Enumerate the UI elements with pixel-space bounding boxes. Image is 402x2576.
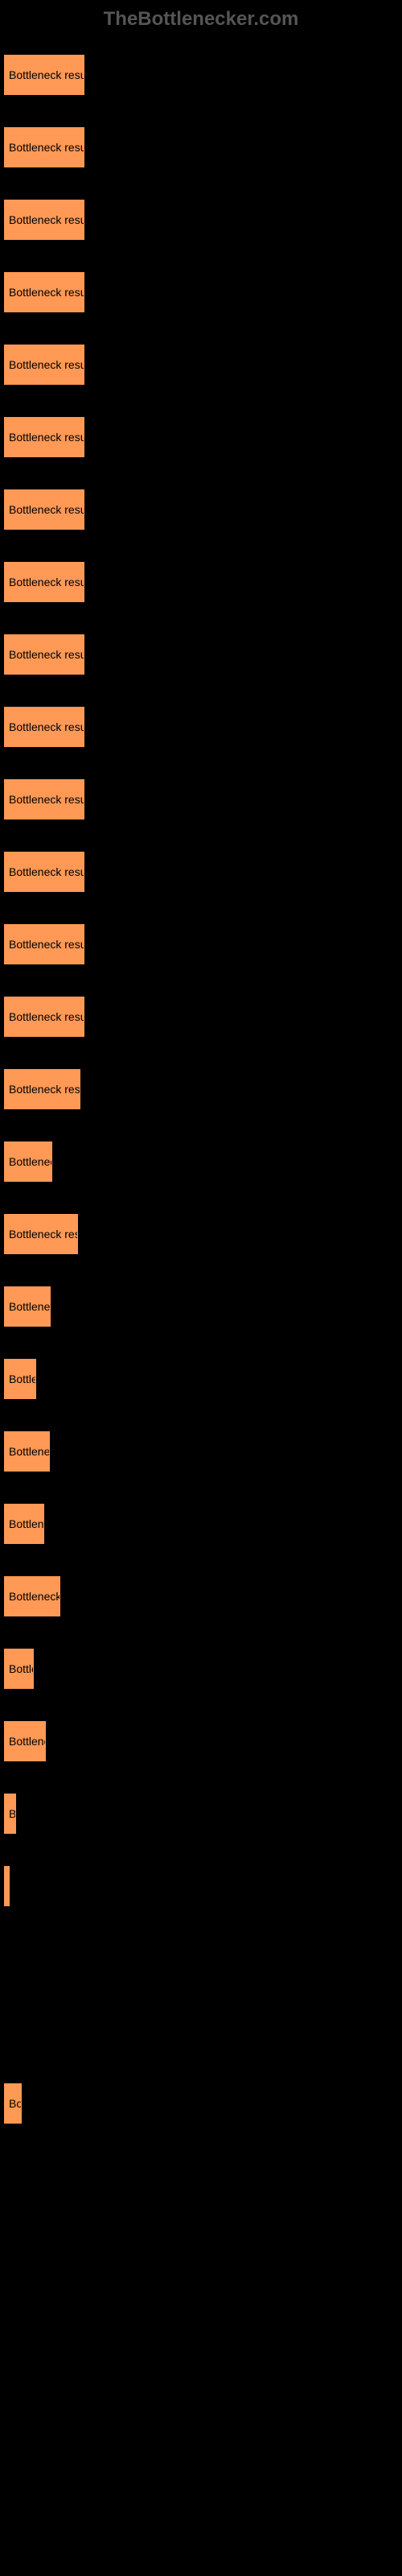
bar-label: Bottleneck result xyxy=(9,358,84,371)
bar-label: Bottleneck result xyxy=(9,431,84,444)
bar-chart: Bottleneck result Bottleneck result Bottle… xyxy=(0,39,402,2486)
bar-label: Bo xyxy=(9,1807,16,1820)
bar-row xyxy=(4,2429,398,2486)
bar-label: Bottleneck result xyxy=(9,865,84,878)
chart-bar: Bottleneck r xyxy=(4,1141,52,1182)
chart-bar: Bottleneck result xyxy=(4,1069,80,1109)
chart-bar: Bot xyxy=(4,2083,22,2124)
bar-label: Bottle xyxy=(9,1662,34,1675)
chart-bar: Bottleneck result xyxy=(4,562,84,602)
bar-row xyxy=(4,1995,398,2051)
bar-row: Bottleneck r xyxy=(4,1125,398,1182)
bar-row: Bottleneck result xyxy=(4,908,398,964)
bar-row xyxy=(4,2140,398,2196)
bar-row xyxy=(4,2285,398,2341)
chart-bar: Bottleneck result xyxy=(4,634,84,675)
bar-row: Bottlenec xyxy=(4,1705,398,1761)
bar-row: Bottleneck result xyxy=(4,328,398,385)
chart-bar: Bottleneck re xyxy=(4,1576,60,1616)
bar-label: Bottleneck result xyxy=(9,503,84,516)
bar-label: Bottlenec xyxy=(9,1735,46,1748)
bar-label: Bottleneck result xyxy=(9,286,84,299)
bar-row: Bottleneck result xyxy=(4,618,398,675)
bar-row xyxy=(4,2357,398,2413)
bar-row xyxy=(4,1922,398,1979)
bar-row: Bottleneck re xyxy=(4,1560,398,1616)
bar-label: Bottleneck result xyxy=(9,68,84,81)
chart-bar: Bottleneck result xyxy=(4,272,84,312)
chart-bar: Bottleneck xyxy=(4,1286,51,1327)
bar-label: Bottleneck result xyxy=(9,793,84,806)
chart-bar: Bottleneck result xyxy=(4,852,84,892)
chart-bar: Bottleneck result xyxy=(4,417,84,457)
bar-row: Bottlen xyxy=(4,1343,398,1399)
chart-bar: Bottleneck result xyxy=(4,997,84,1037)
chart-bar: Bottleneck xyxy=(4,1431,50,1472)
bar-row: Bottleneck result xyxy=(4,256,398,312)
chart-bar: Bottlenec xyxy=(4,1721,46,1761)
bar-row: Bottleneck result xyxy=(4,473,398,530)
bar-label: Bottleneck xyxy=(9,1445,50,1458)
bar-label: Bottlen xyxy=(9,1373,36,1385)
bar-row: Bottleneck result xyxy=(4,184,398,240)
bar-label: Bottleneck result xyxy=(9,1083,80,1096)
chart-bar: Bottleneck result xyxy=(4,779,84,819)
bar-row: Bottleneck result xyxy=(4,836,398,892)
chart-bar: Bottleneck result xyxy=(4,345,84,385)
chart-bar: Bottleneck result xyxy=(4,55,84,95)
chart-bar: Bottleneck result xyxy=(4,924,84,964)
bar-label: Bot xyxy=(9,2097,22,2110)
chart-bar: Bo xyxy=(4,1794,16,1834)
bar-row: Bottleneck xyxy=(4,1415,398,1472)
bar-row: Bottleneck result xyxy=(4,546,398,602)
chart-bar: Bottleneck resu xyxy=(4,1214,78,1254)
bar-row: Bottleneck result xyxy=(4,1053,398,1109)
chart-bar: Bottleneck result xyxy=(4,489,84,530)
bar-row xyxy=(4,1850,398,1906)
bar-label: Bottleneck result xyxy=(9,648,84,661)
bar-label: Bottleneck result xyxy=(9,720,84,733)
bar-row: Bottleneck xyxy=(4,1270,398,1327)
bar-row: Bottle xyxy=(4,1633,398,1689)
chart-bar: Bottleneck result xyxy=(4,707,84,747)
bar-label: Bottleneck re xyxy=(9,1590,60,1603)
chart-bar: Bottle xyxy=(4,1649,34,1689)
bar-row: Bo xyxy=(4,1777,398,1834)
bar-row: Bottleneck result xyxy=(4,401,398,457)
bar-row: Bottleneck resu xyxy=(4,1198,398,1254)
bar-row: Bottleneck result xyxy=(4,763,398,819)
bar-label: Bottleneck result xyxy=(9,213,84,226)
chart-bar xyxy=(4,1866,10,1906)
bar-label: Bottleneck xyxy=(9,1300,51,1313)
bar-row xyxy=(4,2212,398,2268)
bar-row: Bottlenec xyxy=(4,1488,398,1544)
chart-bar: Bottleneck result xyxy=(4,200,84,240)
bar-label: Bottleneck result xyxy=(9,576,84,588)
bar-row: Bottleneck result xyxy=(4,980,398,1037)
bar-label: Bottlenec xyxy=(9,1517,44,1530)
bar-label: Bottleneck resu xyxy=(9,1228,78,1241)
chart-bar: Bottleneck result xyxy=(4,127,84,167)
site-header: TheBottlenecker.com xyxy=(0,0,402,39)
bar-row: Bottleneck result xyxy=(4,691,398,747)
chart-bar: Bottlenec xyxy=(4,1504,44,1544)
bar-label: Bottleneck result xyxy=(9,141,84,154)
bar-label: Bottleneck result xyxy=(9,938,84,951)
bar-row: Bottleneck result xyxy=(4,39,398,95)
bar-row: Bottleneck result xyxy=(4,111,398,167)
bar-label: Bottleneck result xyxy=(9,1010,84,1023)
bar-label: Bottleneck r xyxy=(9,1155,52,1168)
chart-bar: Bottlen xyxy=(4,1359,36,1399)
bar-row: Bot xyxy=(4,2067,398,2124)
